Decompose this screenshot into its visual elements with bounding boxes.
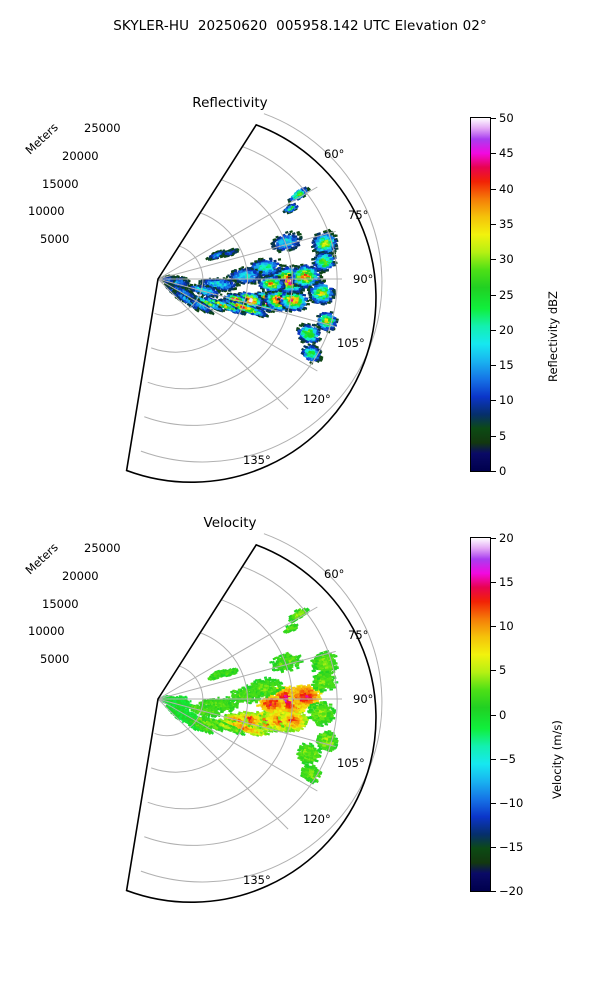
ppi-plot-velocity: Velocity [0, 515, 460, 915]
ppi-svg-velocity: 5000 10000 15000 20000 25000 Meters 60° … [22, 533, 383, 904]
azimuth-tick-label: 120° [303, 392, 331, 406]
ppi-svg-reflectivity: 5000 10000 15000 20000 25000 Meters 60° … [22, 113, 383, 484]
range-tick-label: 15000 [42, 177, 79, 191]
colorbar-tick [491, 670, 496, 672]
figure-suptitle: SKYLER-HU 20250620 005958.142 UTC Elevat… [0, 18, 600, 34]
colorbar-tick-label: 5 [499, 663, 506, 677]
colorbar-tick-label: 15 [499, 358, 514, 372]
colorbar-tick-label: −20 [499, 884, 523, 898]
colorbar-tick [491, 435, 496, 437]
range-tick-label: 15000 [42, 597, 79, 611]
range-tick-label: 20000 [62, 569, 99, 583]
colorbar-tick [491, 582, 496, 584]
azimuth-spokes-velocity [157, 606, 342, 830]
azimuth-tick-label: 105° [337, 336, 365, 350]
colorbar-tick [491, 223, 496, 225]
colorbar-tick-label: 50 [499, 111, 514, 125]
colorbar-tick [491, 118, 496, 119]
azimuth-tick-labels-velocity: 60° 75° 90° 105° 120° 135° [243, 567, 373, 887]
range-tick-label: 5000 [40, 232, 69, 246]
colorbar-tick [491, 365, 496, 367]
colorbar-tick [491, 471, 496, 472]
colorbar-tick-label: 0 [499, 708, 506, 722]
range-tick-label: 10000 [28, 204, 65, 218]
colorbar-tick-label: 45 [499, 146, 514, 160]
azimuth-spokes-reflectivity [157, 186, 342, 410]
azimuth-tick-labels-reflectivity: 60° 75° 90° 105° 120° 135° [243, 147, 373, 467]
colorbar-tick-label: 10 [499, 619, 514, 633]
colorbar-tick-label: 15 [499, 575, 514, 589]
azimuth-tick-label: 120° [303, 812, 331, 826]
colorbar-tick-label: −10 [499, 796, 523, 810]
colorbar-tick [491, 714, 496, 716]
azimuth-tick-label: 60° [324, 147, 344, 161]
colorbar-tick-label: 20 [499, 323, 514, 337]
azimuth-tick-label: 105° [337, 756, 365, 770]
colorbar-tick-label: 40 [499, 182, 514, 196]
azimuth-tick-label: 90° [353, 692, 373, 706]
colorbar-tick [491, 400, 496, 402]
azimuth-tick-label: 75° [348, 208, 368, 222]
range-tick-label: 25000 [84, 121, 121, 135]
colorbar-tick [491, 846, 496, 848]
colorbar-tick-label: −5 [499, 752, 516, 766]
sector-boundary-velocity [125, 543, 377, 904]
colorbar-gradient [471, 118, 490, 471]
colorbar-tick [491, 626, 496, 628]
range-rings-reflectivity [140, 113, 383, 463]
colorbar-axis-label: Velocity (m/s) [550, 720, 564, 799]
panel-title-reflectivity: Reflectivity [0, 95, 460, 111]
range-tick-labels-velocity: 5000 10000 15000 20000 25000 Meters [22, 540, 120, 666]
colorbar-tick-label: 25 [499, 288, 514, 302]
colorbar-tick [491, 188, 496, 190]
panel-velocity: Velocity [0, 515, 600, 915]
range-tick-label: 20000 [62, 149, 99, 163]
colorbar-axis-label: Reflectivity dBZ [546, 291, 560, 382]
colorbar-tick [491, 538, 496, 539]
panel-title-velocity: Velocity [0, 515, 460, 531]
colorbar-tick [491, 259, 496, 261]
azimuth-tick-label: 90° [353, 272, 373, 286]
azimuth-tick-label: 75° [348, 628, 368, 642]
colorbar-tick [491, 891, 496, 892]
range-tick-label: 10000 [28, 624, 65, 638]
colorbar-tick-label: 5 [499, 429, 506, 443]
colorbar-tick-label: −15 [499, 840, 523, 854]
colorbar-tick-label: 0 [499, 464, 506, 478]
radar-echo-field-velocity [161, 607, 339, 785]
ppi-plot-reflectivity: Reflectivity [0, 95, 460, 495]
colorbar-frame [470, 117, 491, 472]
azimuth-tick-label: 135° [243, 873, 271, 887]
azimuth-tick-label: 60° [324, 567, 344, 581]
radial-axis-label: Meters [22, 120, 60, 157]
radar-echo-field-reflectivity [160, 186, 339, 365]
colorbar-frame [470, 537, 491, 892]
colorbar-tick [491, 758, 496, 760]
azimuth-tick-label: 135° [243, 453, 271, 467]
range-tick-label: 25000 [84, 541, 121, 555]
range-tick-label: 5000 [40, 652, 69, 666]
sector-boundary-reflectivity [125, 123, 377, 484]
colorbar-tick-label: 35 [499, 217, 514, 231]
colorbar-tick-label: 20 [499, 531, 514, 545]
colorbar-tick-label: 30 [499, 252, 514, 266]
colorbar-tick [491, 329, 496, 331]
range-tick-labels-reflectivity: 5000 10000 15000 20000 25000 Meters [22, 120, 120, 246]
colorbar-tick-label: 10 [499, 393, 514, 407]
colorbar-tick [491, 294, 496, 296]
panel-reflectivity: Reflectivity [0, 95, 600, 495]
colorbar-tick [491, 153, 496, 155]
radial-axis-label: Meters [22, 540, 60, 577]
colorbar-gradient [471, 538, 490, 891]
colorbar-tick [491, 802, 496, 804]
range-rings-velocity [140, 533, 383, 883]
